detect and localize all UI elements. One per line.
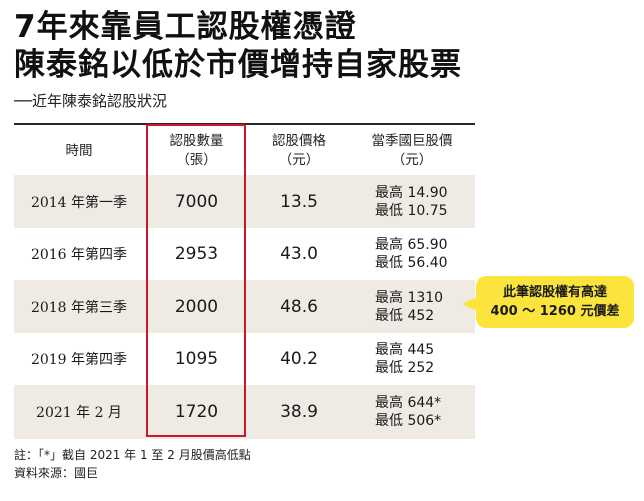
row-price: 40.2 xyxy=(280,349,318,369)
row-low: 最低 56.40 xyxy=(375,255,448,271)
table-row: 2019 年第四季 1095 40.2 最高 445 最低 252 xyxy=(14,333,475,385)
row-shares: 7000 xyxy=(174,191,219,212)
row-shares: 2000 xyxy=(174,296,219,317)
row-market-price: 最高 644* 最低 506* xyxy=(349,385,475,439)
header-market-label: 當季國巨股價 xyxy=(371,133,453,149)
row-market-price: 最高 1310 最低 452 xyxy=(349,280,475,333)
row-high: 最高 14.90 xyxy=(375,184,448,201)
callout-line-1: 此筆認股權有高達 xyxy=(502,285,607,300)
table-row: 2016 年第四季 2953 43.0 最高 65.90 最低 56.40 xyxy=(14,228,475,280)
row-high: 最高 65.90 xyxy=(375,237,448,253)
row-price: 48.6 xyxy=(280,296,318,317)
shares-column-highlight xyxy=(146,124,246,437)
row-period: 2019 年第四季 xyxy=(30,352,128,368)
page-title: 7年來靠員工認股權憑證 陳泰銘以低於市價增持自家股票 xyxy=(14,8,462,84)
row-shares: 2953 xyxy=(174,244,219,264)
title-line-1: 7年來靠員工認股權憑證 xyxy=(14,9,357,45)
header-price: 認股價格 （元） xyxy=(249,125,349,177)
header-shares: 認股數量 （張） xyxy=(144,125,249,177)
row-low: 最低 452 xyxy=(375,307,435,324)
row-low: 最低 252 xyxy=(375,360,435,376)
row-market-price: 最高 445 最低 252 xyxy=(349,333,475,385)
price-gap-callout: 此筆認股權有高達 400 ～ 1260 元價差 xyxy=(476,276,634,328)
row-high: 最高 445 xyxy=(375,342,435,358)
row-low: 最低 10.75 xyxy=(375,202,448,219)
title-line-2: 陳泰銘以低於市價增持自家股票 xyxy=(14,47,462,83)
source-note: 資料來源：國巨 xyxy=(14,466,99,480)
header-shares-unit: （張） xyxy=(176,152,217,168)
header-period: 時間 xyxy=(14,125,144,177)
header-period-label: 時間 xyxy=(65,142,93,159)
subtitle: ──近年陳泰銘認股狀況 xyxy=(14,92,168,110)
row-price: 13.5 xyxy=(280,191,318,212)
header-market-unit: （元） xyxy=(391,152,433,168)
callout-line-2: 400 ～ 1260 元價差 xyxy=(490,304,620,319)
callout-pointer xyxy=(462,297,477,311)
footnote: 註：「*」截自 2021 年 1 至 2 月股價高低點 xyxy=(14,448,251,462)
row-market-price: 最高 65.90 最低 56.40 xyxy=(349,228,475,280)
header-price-unit: （元） xyxy=(278,152,320,168)
row-market-price: 最高 14.90 最低 10.75 xyxy=(349,175,475,228)
header-market: 當季國巨股價 （元） xyxy=(349,125,475,177)
row-period: 2014 年第一季 xyxy=(30,194,128,211)
row-shares: 1095 xyxy=(174,349,219,369)
row-high: 最高 1310 xyxy=(375,289,444,306)
header-price-label: 認股價格 xyxy=(272,133,326,149)
row-price: 43.0 xyxy=(280,244,318,264)
row-shares: 1720 xyxy=(174,402,219,422)
row-high: 最高 644* xyxy=(375,395,442,411)
row-period: 2021 年 2 月 xyxy=(36,405,122,421)
row-price: 38.9 xyxy=(280,402,318,422)
row-period: 2016 年第四季 xyxy=(30,247,128,263)
row-period: 2018 年第三季 xyxy=(30,299,128,316)
header-shares-label: 認股數量 xyxy=(169,133,224,149)
row-low: 最低 506* xyxy=(375,413,442,429)
